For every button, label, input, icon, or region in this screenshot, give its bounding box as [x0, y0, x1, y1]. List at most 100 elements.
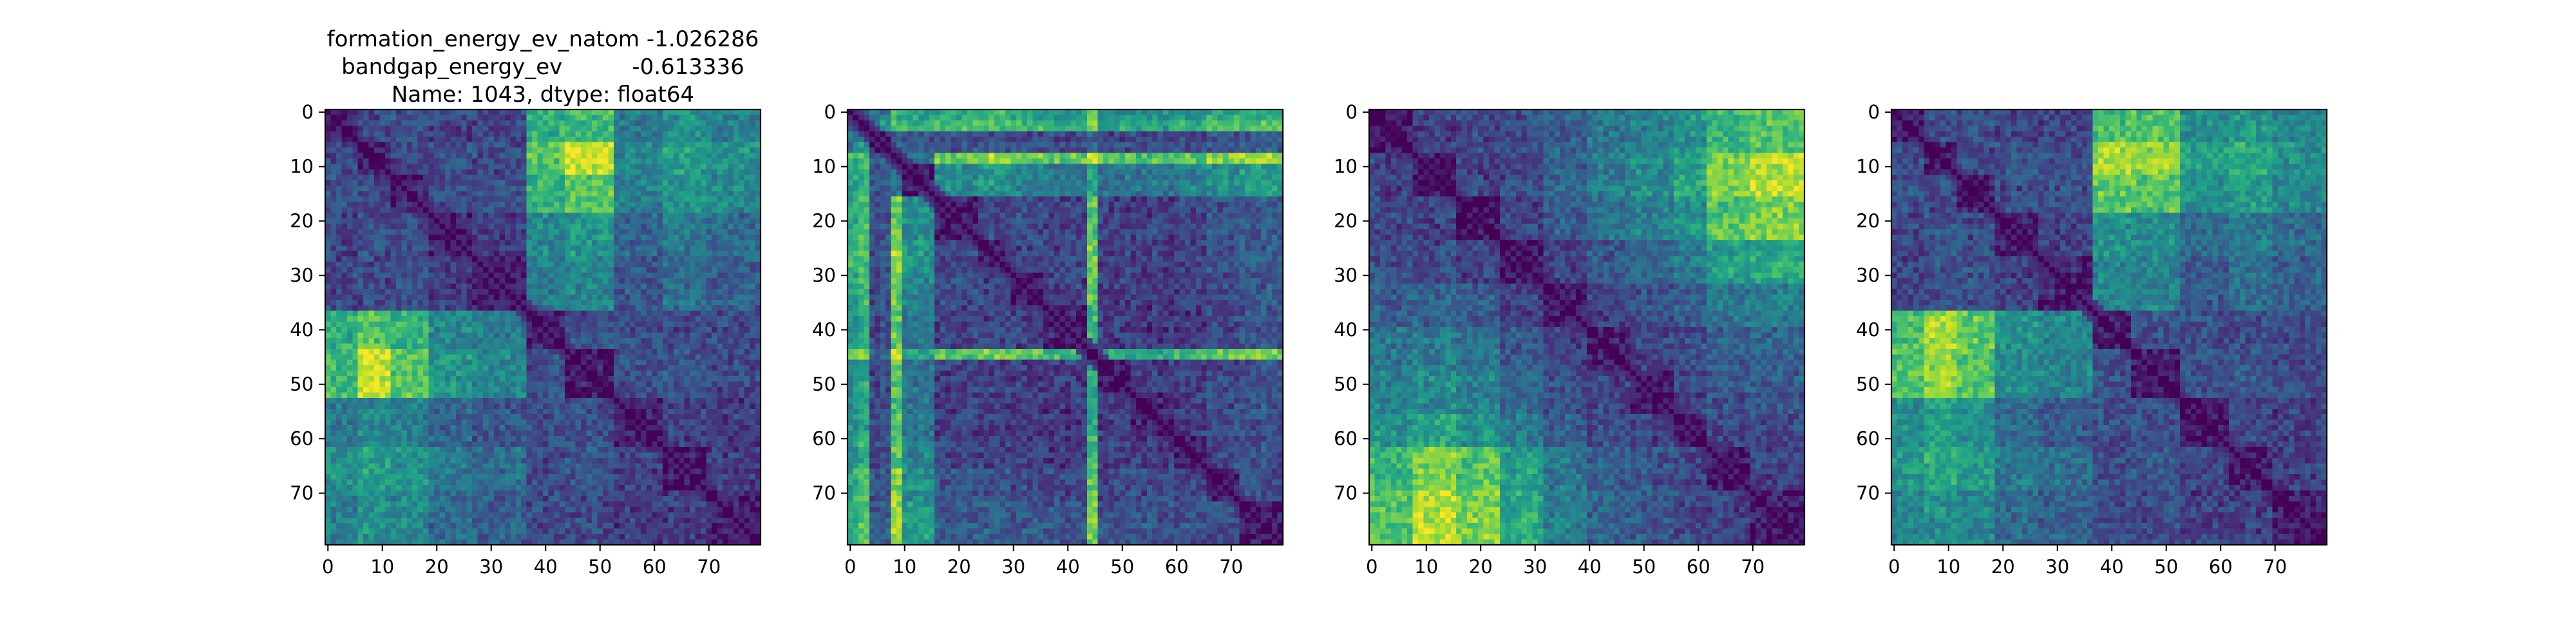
heatmap-cell — [423, 408, 430, 415]
heatmap-cell — [652, 381, 658, 388]
heatmap-cell — [739, 164, 745, 170]
heatmap-cell — [466, 164, 473, 170]
heatmap-cell — [499, 147, 506, 154]
heatmap-cell — [570, 294, 576, 301]
heatmap-cell — [526, 403, 533, 410]
heatmap-cell — [646, 251, 652, 257]
heatmap-cell — [537, 310, 544, 317]
heatmap-cell — [483, 343, 489, 350]
heatmap-cell — [379, 430, 386, 437]
heatmap-cell — [630, 403, 636, 410]
heatmap-cell — [728, 430, 734, 437]
heatmap-cell — [483, 207, 489, 214]
heatmap-cell — [750, 343, 756, 350]
heatmap-cell — [374, 261, 381, 268]
heatmap-cell — [548, 245, 554, 252]
heatmap-cell — [559, 191, 565, 197]
heatmap-cell — [717, 376, 723, 383]
heatmap-cell — [559, 240, 565, 246]
heatmap-cell — [739, 386, 745, 393]
heatmap-cell — [641, 436, 647, 442]
heatmap-cell — [635, 109, 641, 116]
heatmap-cell — [619, 261, 625, 268]
heatmap-cell — [477, 191, 484, 197]
heatmap-cell — [641, 131, 647, 137]
heatmap-cell — [526, 348, 533, 355]
heatmap-cell — [602, 185, 609, 192]
heatmap-cell — [543, 213, 549, 219]
heatmap-cell — [504, 365, 511, 372]
heatmap-cell — [412, 272, 419, 279]
heatmap-cell — [401, 321, 408, 328]
heatmap-cell — [575, 430, 582, 437]
heatmap-cell — [428, 185, 435, 192]
heatmap-cell — [701, 305, 707, 312]
heatmap-cell — [461, 397, 468, 404]
heatmap-cell — [559, 207, 565, 214]
heatmap-cell — [325, 403, 332, 410]
heatmap-cell — [652, 115, 658, 121]
heatmap-cell — [630, 316, 636, 323]
heatmap-cell — [401, 386, 408, 393]
heatmap-cell — [417, 196, 424, 203]
heatmap-cell — [444, 337, 451, 344]
heatmap-cell — [701, 131, 707, 137]
heatmap-cell — [493, 327, 500, 334]
heatmap-cell — [336, 251, 342, 257]
heatmap-cell — [728, 419, 734, 426]
heatmap-cell — [526, 267, 533, 274]
heatmap-cell — [608, 131, 614, 137]
heatmap-cell — [346, 202, 353, 208]
heatmap-cell — [581, 185, 587, 192]
heatmap-cell — [543, 191, 549, 197]
heatmap-cell — [346, 126, 353, 132]
heatmap-cell — [368, 321, 375, 328]
heatmap-cell — [722, 359, 728, 366]
heatmap-cell — [423, 158, 430, 165]
heatmap-cell — [608, 229, 614, 235]
heatmap-cell — [428, 430, 435, 437]
heatmap-cell — [673, 414, 679, 421]
heatmap-cell — [624, 327, 630, 334]
heatmap-cell — [477, 289, 484, 295]
heatmap-cell — [592, 397, 598, 404]
heatmap-cell — [368, 365, 375, 372]
heatmap-cell — [434, 392, 440, 399]
heatmap-cell — [515, 316, 522, 323]
heatmap-cell — [395, 180, 402, 186]
heatmap-cell — [711, 245, 717, 252]
heatmap-cell — [504, 213, 511, 219]
heatmap-cell — [673, 403, 679, 410]
heatmap-cell — [417, 321, 424, 328]
heatmap-cell — [553, 234, 560, 241]
heatmap-cell — [341, 321, 348, 328]
heatmap-cell — [537, 408, 544, 415]
heatmap-cell — [515, 234, 522, 241]
heatmap-cell — [390, 131, 397, 137]
heatmap-cell — [673, 343, 679, 350]
heatmap-cell — [673, 137, 679, 143]
heatmap-cell — [537, 213, 544, 219]
heatmap-cell — [521, 332, 527, 339]
heatmap-cell — [597, 348, 603, 355]
heatmap-cell — [450, 283, 457, 290]
heatmap-cell — [728, 283, 734, 290]
heatmap-cell — [466, 310, 473, 317]
heatmap-cell — [570, 267, 576, 274]
heatmap-cell — [401, 430, 408, 437]
heatmap-cell — [717, 196, 723, 203]
heatmap-cell — [728, 403, 734, 410]
heatmap-cell — [346, 207, 353, 214]
heatmap-cell — [384, 392, 391, 399]
heatmap-cell — [635, 180, 641, 186]
heatmap-cell — [493, 158, 500, 165]
heatmap-cell — [357, 354, 364, 361]
heatmap-cell — [564, 229, 571, 235]
heatmap-cell — [553, 430, 560, 437]
heatmap-cell — [401, 397, 408, 404]
heatmap-cell — [690, 196, 696, 203]
heatmap-cell — [466, 109, 473, 116]
heatmap-cell — [630, 267, 636, 274]
heatmap-cell — [537, 169, 544, 175]
